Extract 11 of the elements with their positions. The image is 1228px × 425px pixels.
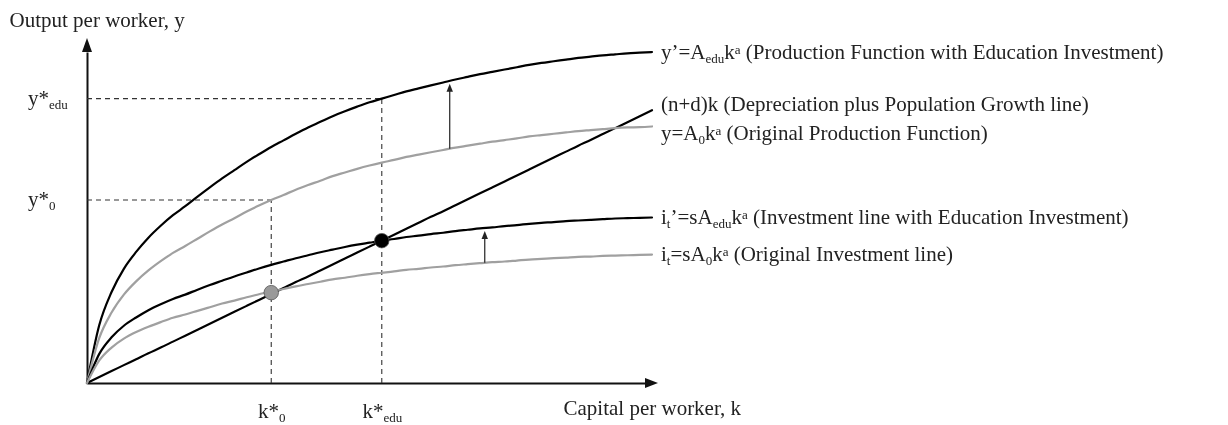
series-label: (n+d)k (Depreciation plus Population Growth line) xyxy=(661,91,1089,116)
series-label: y’=A$_{edu}$k$^{a}$ (Production Function with Education Investment) xyxy=(661,39,1164,66)
series-label: y=A$_{0}$k$^{a}$ (Original Production Function) xyxy=(661,120,988,147)
x-tick-label: k*$_{0}$ xyxy=(257,398,286,425)
series-label: i$_{t}$’=sA$_{edu}$k$^{a}$ (Investment line with Education Investment) xyxy=(661,205,1129,231)
ref-line-label: y*$_{edu}$ xyxy=(28,85,69,112)
ref-line-label: y*$_{0}$ xyxy=(28,186,56,213)
y-axis-title: Output per worker, y xyxy=(9,7,186,32)
x-axis-title: Capital per worker, k xyxy=(563,395,742,420)
series-label: i$_{t}$=sA$_{0}$k$^{a}$ (Original Investment line) xyxy=(661,242,953,268)
x-tick-label: k*$_{edu}$ xyxy=(362,398,403,425)
